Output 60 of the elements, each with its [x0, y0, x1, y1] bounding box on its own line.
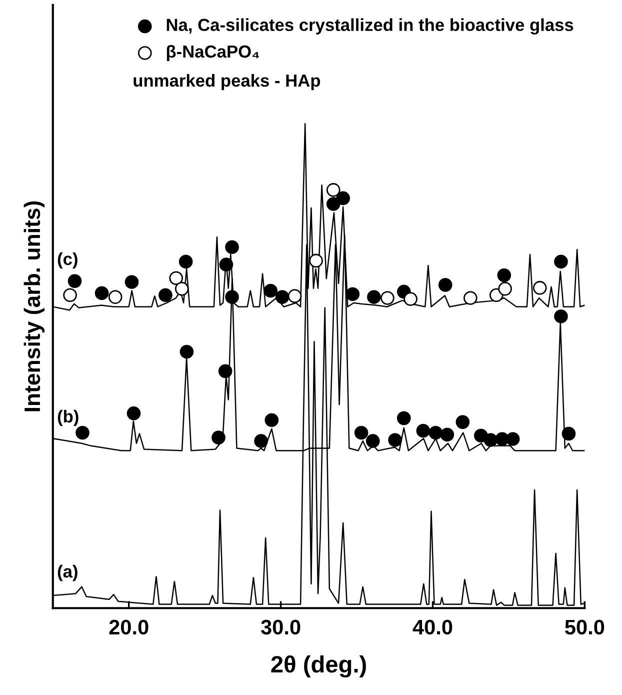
x-tick-label: 20.0 [109, 620, 148, 635]
point [219, 258, 234, 272]
point [180, 344, 194, 359]
point [497, 268, 512, 282]
text: unmarked peaks - HAp [134, 74, 320, 90]
point [532, 280, 547, 295]
point [498, 282, 512, 296]
point [456, 415, 470, 429]
point [428, 426, 443, 440]
point [416, 424, 430, 438]
point [169, 271, 184, 286]
point [254, 434, 268, 448]
point [354, 426, 368, 440]
x-tick-label: 30.0 [260, 620, 300, 635]
point [506, 432, 520, 446]
annotation: (c) [58, 252, 78, 269]
point [158, 288, 172, 302]
point [94, 286, 109, 300]
point [264, 284, 278, 298]
point [396, 411, 411, 426]
point [346, 287, 360, 302]
point [108, 290, 122, 304]
point [440, 428, 454, 442]
x-tick-label: 40.0 [412, 620, 452, 635]
point [309, 254, 323, 268]
point [336, 191, 350, 206]
point [124, 275, 139, 289]
legend-label: Na, Ca-silicates crystallized in the bioactive glass [166, 18, 574, 35]
point [367, 290, 381, 304]
point [380, 291, 394, 305]
x-axis-title: 2θ (deg.) [271, 655, 366, 678]
point [174, 282, 189, 296]
point [275, 290, 290, 304]
point [63, 288, 77, 302]
point [554, 310, 568, 324]
point [326, 197, 340, 211]
annotation: (b) [58, 410, 78, 426]
point [288, 289, 302, 303]
point [212, 430, 226, 444]
annotation: (a) [58, 564, 78, 582]
point [76, 426, 90, 440]
point [562, 426, 576, 441]
point [225, 290, 239, 304]
point [225, 240, 239, 254]
point [464, 291, 478, 305]
legend-label: β-NaCaPO₄ [166, 44, 260, 62]
point [366, 434, 380, 448]
point [264, 413, 279, 428]
point [404, 292, 418, 306]
point [126, 406, 141, 420]
point [326, 183, 340, 197]
point [68, 274, 82, 288]
point [218, 364, 232, 378]
point [388, 433, 402, 447]
point [438, 278, 452, 292]
y-axis-title: Intensity (arb. units) [24, 201, 45, 412]
point [554, 254, 568, 269]
x-tick-label: 50.0 [565, 620, 604, 635]
point [178, 254, 193, 269]
point [484, 433, 498, 447]
